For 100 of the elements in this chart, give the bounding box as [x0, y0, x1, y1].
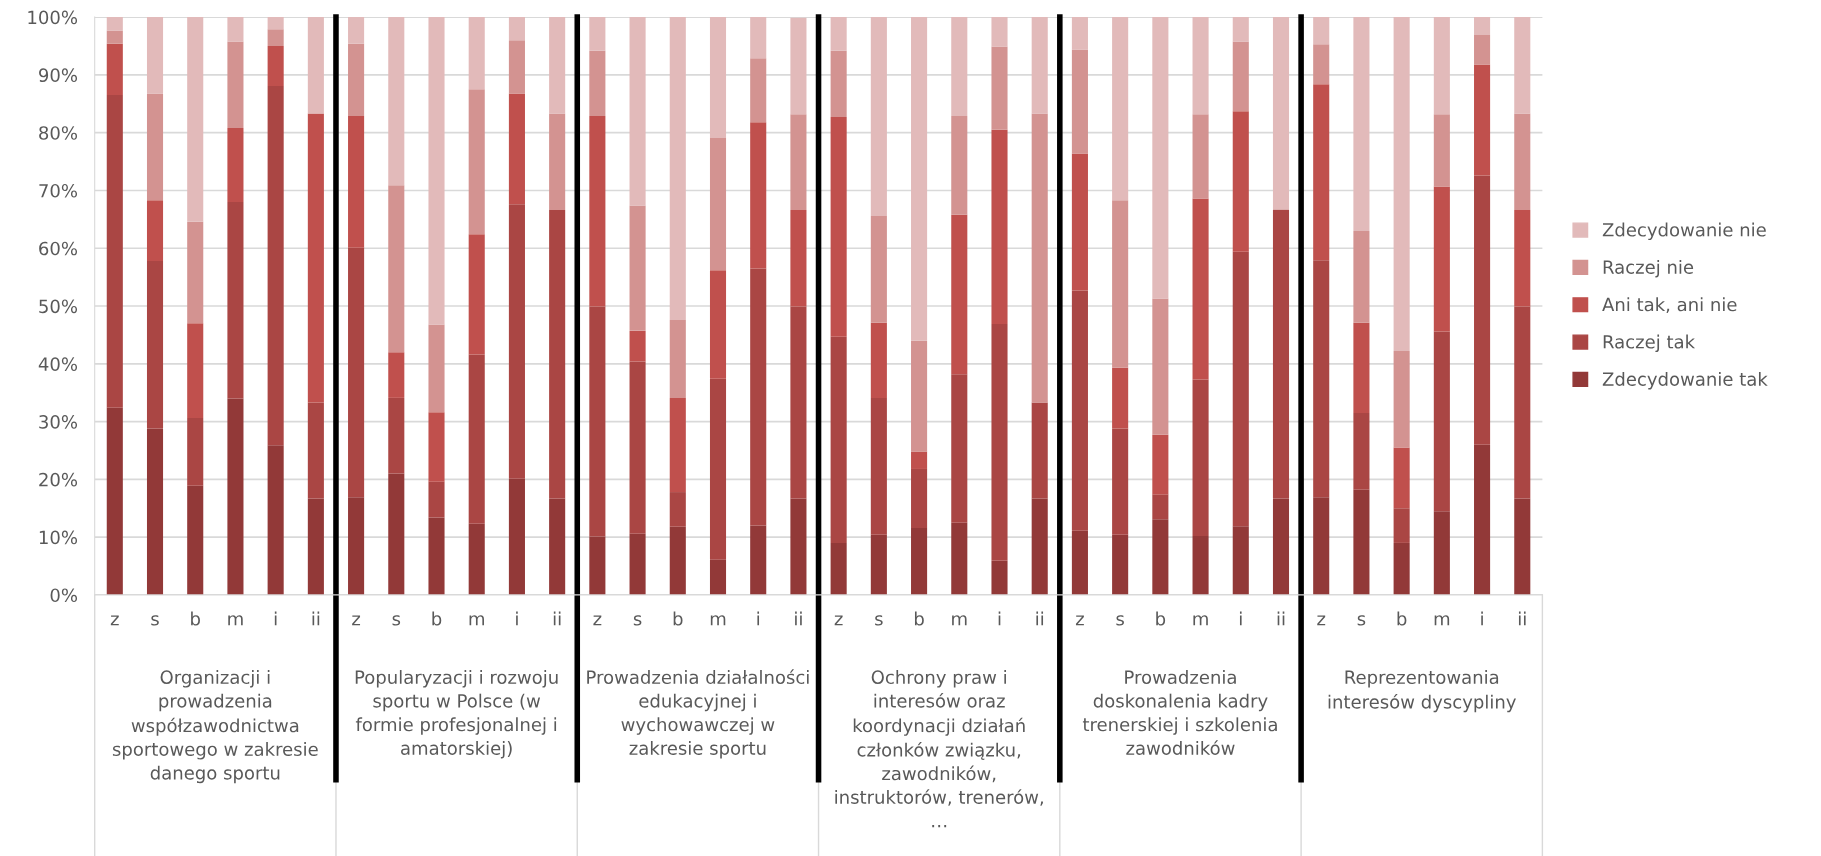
- bar: [106, 30, 123, 44]
- bar: [388, 397, 405, 474]
- bar: [1393, 508, 1410, 543]
- bar: [1112, 200, 1129, 368]
- bar: [1071, 290, 1088, 531]
- bar: [146, 428, 164, 595]
- bar: [1514, 113, 1531, 211]
- bar: [1474, 444, 1491, 595]
- x-tick-label: m: [228, 615, 243, 626]
- x-tick-label: i: [274, 611, 277, 626]
- bar: [106, 407, 123, 595]
- bar: [1152, 434, 1169, 495]
- bar: [669, 319, 686, 398]
- x-tick-label: z: [352, 615, 361, 626]
- bar: [549, 498, 566, 595]
- bar: [750, 17, 767, 59]
- bar: [790, 17, 807, 115]
- bar: [951, 374, 968, 523]
- bar: [830, 50, 847, 118]
- bar: [589, 115, 606, 307]
- bar: [870, 534, 887, 595]
- text: Prowadzenia doskonalenia kadry trenerskiej i szkolenia zawodników: [1082, 670, 1277, 755]
- bar: [1514, 306, 1531, 499]
- bar: [911, 527, 928, 595]
- bar: [307, 17, 324, 114]
- bar: [1152, 17, 1169, 299]
- bar: [1112, 367, 1129, 429]
- bar: [750, 122, 767, 269]
- legend-label: Ani tak, ani nie: [1602, 297, 1737, 314]
- bar: [106, 95, 123, 408]
- bar: [1192, 17, 1209, 115]
- x-tick-label: ii: [1277, 611, 1285, 626]
- text: Organizacji i prowadzenia współzawodnictwa sportowego w zakresie danego sportu: [112, 670, 318, 784]
- bar: [468, 354, 485, 524]
- bar: [1232, 526, 1249, 595]
- bar: [187, 221, 204, 324]
- bar: [709, 559, 727, 595]
- y-tick-label: 60%: [39, 241, 78, 256]
- bar: [830, 17, 847, 51]
- bar: [549, 210, 566, 499]
- bar: [750, 58, 767, 123]
- bar: [227, 202, 244, 399]
- bar: [1313, 17, 1330, 45]
- bar: [227, 398, 244, 595]
- bar: [428, 517, 445, 595]
- bar: [629, 361, 646, 534]
- x-tick-label: b: [1397, 611, 1407, 626]
- bar: [1152, 494, 1169, 520]
- bar: [428, 412, 445, 482]
- bar: [267, 29, 284, 47]
- x-tick-label: b: [673, 611, 683, 626]
- bar: [830, 117, 847, 337]
- bar: [991, 129, 1008, 324]
- bar: [1272, 17, 1290, 210]
- x-tick-label: b: [914, 611, 924, 626]
- bar: [1514, 17, 1531, 114]
- bar: [629, 533, 646, 595]
- text: Prowadzenia działalności edukacyjnej i wychowawczej w zakresie sportu: [587, 669, 809, 759]
- bar: [709, 270, 727, 379]
- bar: [307, 402, 324, 499]
- x-tick-label: ii: [1036, 611, 1044, 626]
- bar: [1433, 186, 1450, 332]
- bar: [468, 17, 485, 90]
- bar: [388, 185, 405, 353]
- bar: [1272, 209, 1290, 499]
- bar: [1152, 519, 1169, 595]
- bar: [348, 17, 365, 44]
- bar: [589, 17, 606, 51]
- bar: [589, 536, 606, 595]
- y-tick-label: 40%: [38, 357, 78, 371]
- bar: [468, 234, 485, 355]
- x-tick-label: s: [392, 615, 401, 626]
- bar: [629, 17, 646, 206]
- bar: [669, 526, 686, 595]
- bar: [388, 352, 405, 398]
- bar: [790, 210, 807, 307]
- x-tick-label: i: [998, 611, 1001, 626]
- bar: [911, 451, 928, 469]
- bar: [669, 17, 686, 320]
- bar: [1071, 153, 1088, 291]
- bar: [1313, 260, 1330, 498]
- bar: [508, 478, 525, 595]
- bar: [1353, 412, 1370, 490]
- bar: [790, 498, 807, 595]
- x-tick-label: m: [469, 615, 484, 626]
- bar: [388, 17, 405, 186]
- bar: [1313, 497, 1330, 595]
- bar: [508, 204, 525, 479]
- bar: [428, 17, 445, 325]
- bar: [348, 115, 365, 248]
- bar: [267, 85, 284, 446]
- bar: [1433, 17, 1450, 115]
- x-tick-label: i: [516, 611, 518, 626]
- bar: [187, 418, 204, 486]
- bar: [348, 497, 365, 595]
- bar: [1433, 114, 1450, 187]
- bar: [1313, 44, 1330, 85]
- x-tick-label: b: [1156, 611, 1166, 626]
- x-tick-label: b: [191, 611, 200, 626]
- bar: [589, 306, 606, 537]
